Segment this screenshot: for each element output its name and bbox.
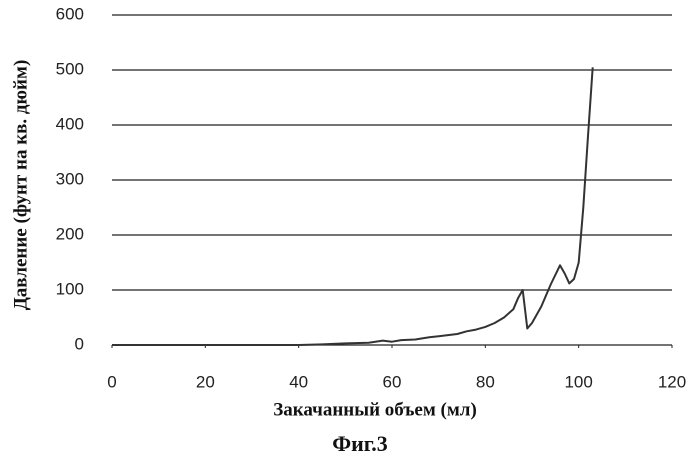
y-tick-label: 300 — [56, 169, 84, 188]
y-tick-label: 200 — [56, 224, 84, 243]
y-tick-label: 100 — [56, 279, 84, 298]
x-tick-label: 40 — [289, 372, 308, 391]
x-tick-label: 100 — [564, 372, 592, 391]
y-axis-label: Давление (фунт на кв. дюйм) — [10, 60, 31, 311]
x-tick-label: 0 — [107, 372, 116, 391]
x-tick-label: 60 — [383, 372, 402, 391]
y-tick-label: 400 — [56, 114, 84, 133]
x-tick-label: 80 — [476, 372, 495, 391]
figure-caption: Фиг.3 — [332, 431, 388, 456]
y-tick-label: 600 — [56, 4, 84, 23]
chart: Закачанный объем (мл) Давление (фунт на … — [0, 0, 700, 464]
data-line — [112, 67, 593, 345]
x-tick-label: 20 — [196, 372, 215, 391]
y-tick-label: 0 — [75, 334, 84, 353]
x-axis-label: Закачанный объем (мл) — [273, 399, 477, 420]
x-tick-label: 120 — [658, 372, 686, 391]
y-tick-label: 500 — [56, 59, 84, 78]
